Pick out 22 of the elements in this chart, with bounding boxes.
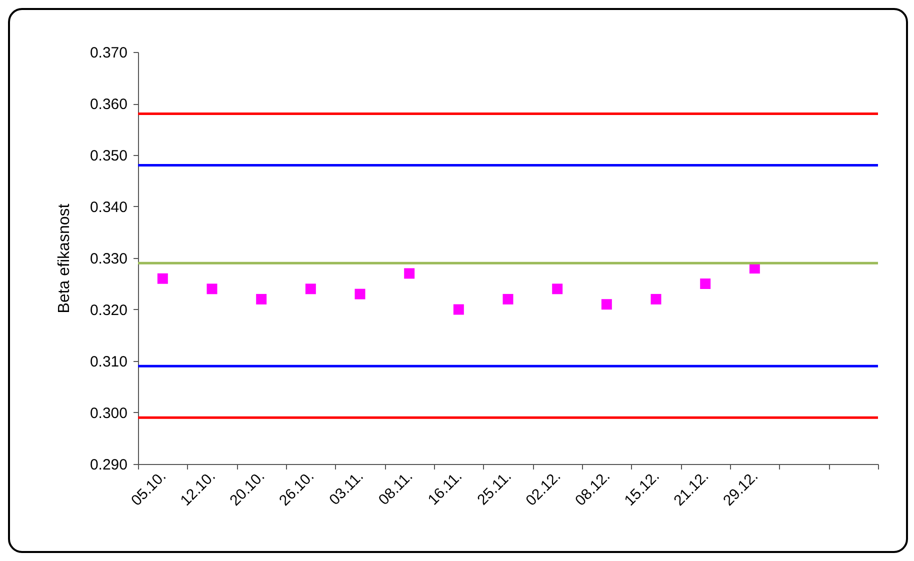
y-tick-label: 0.370 [90,44,128,62]
y-tick-label: 0.310 [90,354,128,370]
point [552,284,563,294]
point [453,304,464,315]
point [354,288,366,300]
point [404,268,415,279]
point [601,299,612,310]
point [700,278,711,289]
y-tick-label: 0.360 [90,96,128,113]
y-tick-label: 0.290 [90,456,128,474]
y-tick-label: 0.340 [90,199,128,216]
y-tick-label: 0.300 [90,405,128,422]
point [305,284,316,294]
point [502,294,514,304]
point [650,294,662,304]
y-tick-label: 0.320 [90,302,128,319]
y-tick-label: 0.350 [90,148,128,164]
point [256,294,267,304]
point [157,273,168,284]
y-axis-title: Beta efikasnost [56,203,73,314]
point [206,284,218,294]
y-tick-label: 0.330 [90,250,128,268]
